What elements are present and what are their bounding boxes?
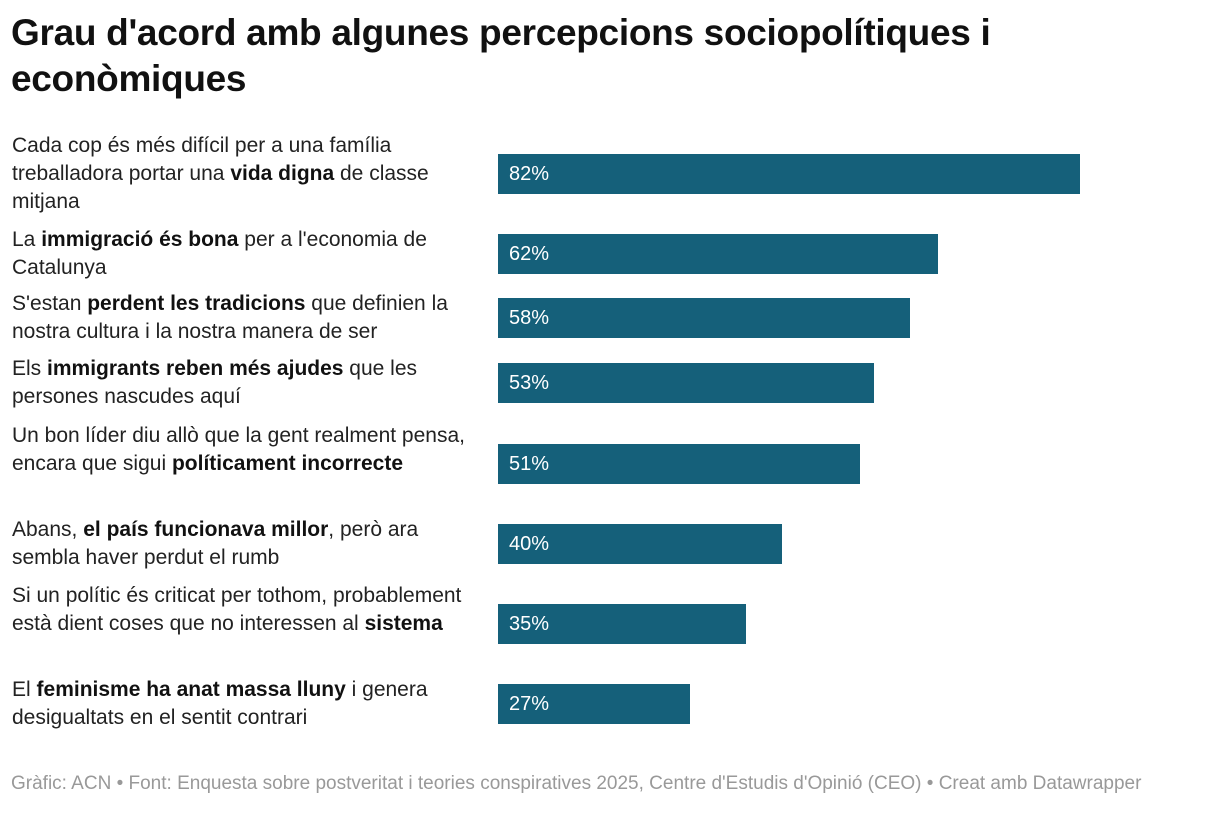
category-label: La immigració és bona per a l'economia d…	[12, 226, 482, 282]
category-label-text: per a l'economia de Catalunya	[12, 228, 427, 279]
bar-value-label: 62%	[509, 243, 550, 265]
category-label-bold: vida digna	[230, 162, 335, 185]
category-label-bold: immigrants reben més ajudes	[47, 357, 344, 380]
chart-title: Grau d'acord amb algunes percepcions soc…	[11, 12, 991, 99]
bar	[498, 604, 747, 644]
category-label-bold: immigració és bona	[41, 228, 239, 251]
category-label-text: que definien la nostra cultura i la nost…	[12, 292, 448, 343]
category-label-text: El	[12, 678, 37, 701]
bar-value-label: 58%	[509, 307, 550, 329]
category-label: Abans, el país funcionava millor, però a…	[12, 516, 482, 572]
category-label-bold: perdent les tradicions	[87, 292, 306, 315]
category-label-text: que les persones nascudes aquí	[12, 357, 418, 408]
chart-footer: Gràfic: ACN • Font: Enquesta sobre postv…	[11, 773, 1142, 794]
category-label-text: i genera desigualtats en el sentit contr…	[12, 678, 428, 729]
category-label-text: Si un polític és criticat per tothom, pr…	[12, 584, 462, 635]
category-label: Els immigrants reben més ajudes que les …	[12, 355, 482, 411]
category-label: Si un polític és criticat per tothom, pr…	[12, 582, 482, 638]
bar	[498, 684, 690, 724]
bar	[498, 154, 1080, 194]
bar	[498, 444, 860, 484]
bar	[498, 524, 782, 564]
bar	[498, 234, 939, 274]
category-label-bold: feminisme ha anat massa lluny	[36, 678, 346, 701]
category-label-text: Els	[12, 357, 48, 380]
bar-value-label: 51%	[509, 453, 550, 475]
bar-value-label: 35%	[509, 613, 550, 635]
bar-value-label: 40%	[509, 533, 550, 555]
category-label-text: Abans,	[12, 518, 84, 541]
category-label-text: Un bon líder diu allò que la gent realme…	[12, 424, 465, 475]
category-label: S'estan perdent les tradicions que defin…	[12, 290, 482, 346]
bar	[498, 363, 875, 403]
category-label: Un bon líder diu allò que la gent realme…	[12, 422, 482, 478]
category-label-text: de classe mitjana	[12, 162, 429, 213]
category-label-bold: políticament incorrecte	[171, 452, 404, 475]
category-label: Cada cop és més difícil per a una famíli…	[12, 132, 482, 216]
bar	[498, 298, 910, 338]
bar-value-label: 53%	[509, 372, 550, 394]
bar-value-label: 82%	[509, 163, 550, 185]
category-label-text: , però ara sembla haver perdut el rumb	[12, 518, 419, 569]
category-label-text: S'estan	[12, 292, 88, 315]
category-label-text: La	[12, 228, 42, 251]
category-label: El feminisme ha anat massa lluny i gener…	[12, 676, 482, 732]
category-label-bold: el país funcionava millor	[83, 518, 329, 541]
category-label-text: Cada cop és més difícil per a una famíli…	[12, 134, 392, 185]
bar-value-label: 27%	[509, 693, 550, 715]
category-label-bold: sistema	[364, 612, 443, 635]
